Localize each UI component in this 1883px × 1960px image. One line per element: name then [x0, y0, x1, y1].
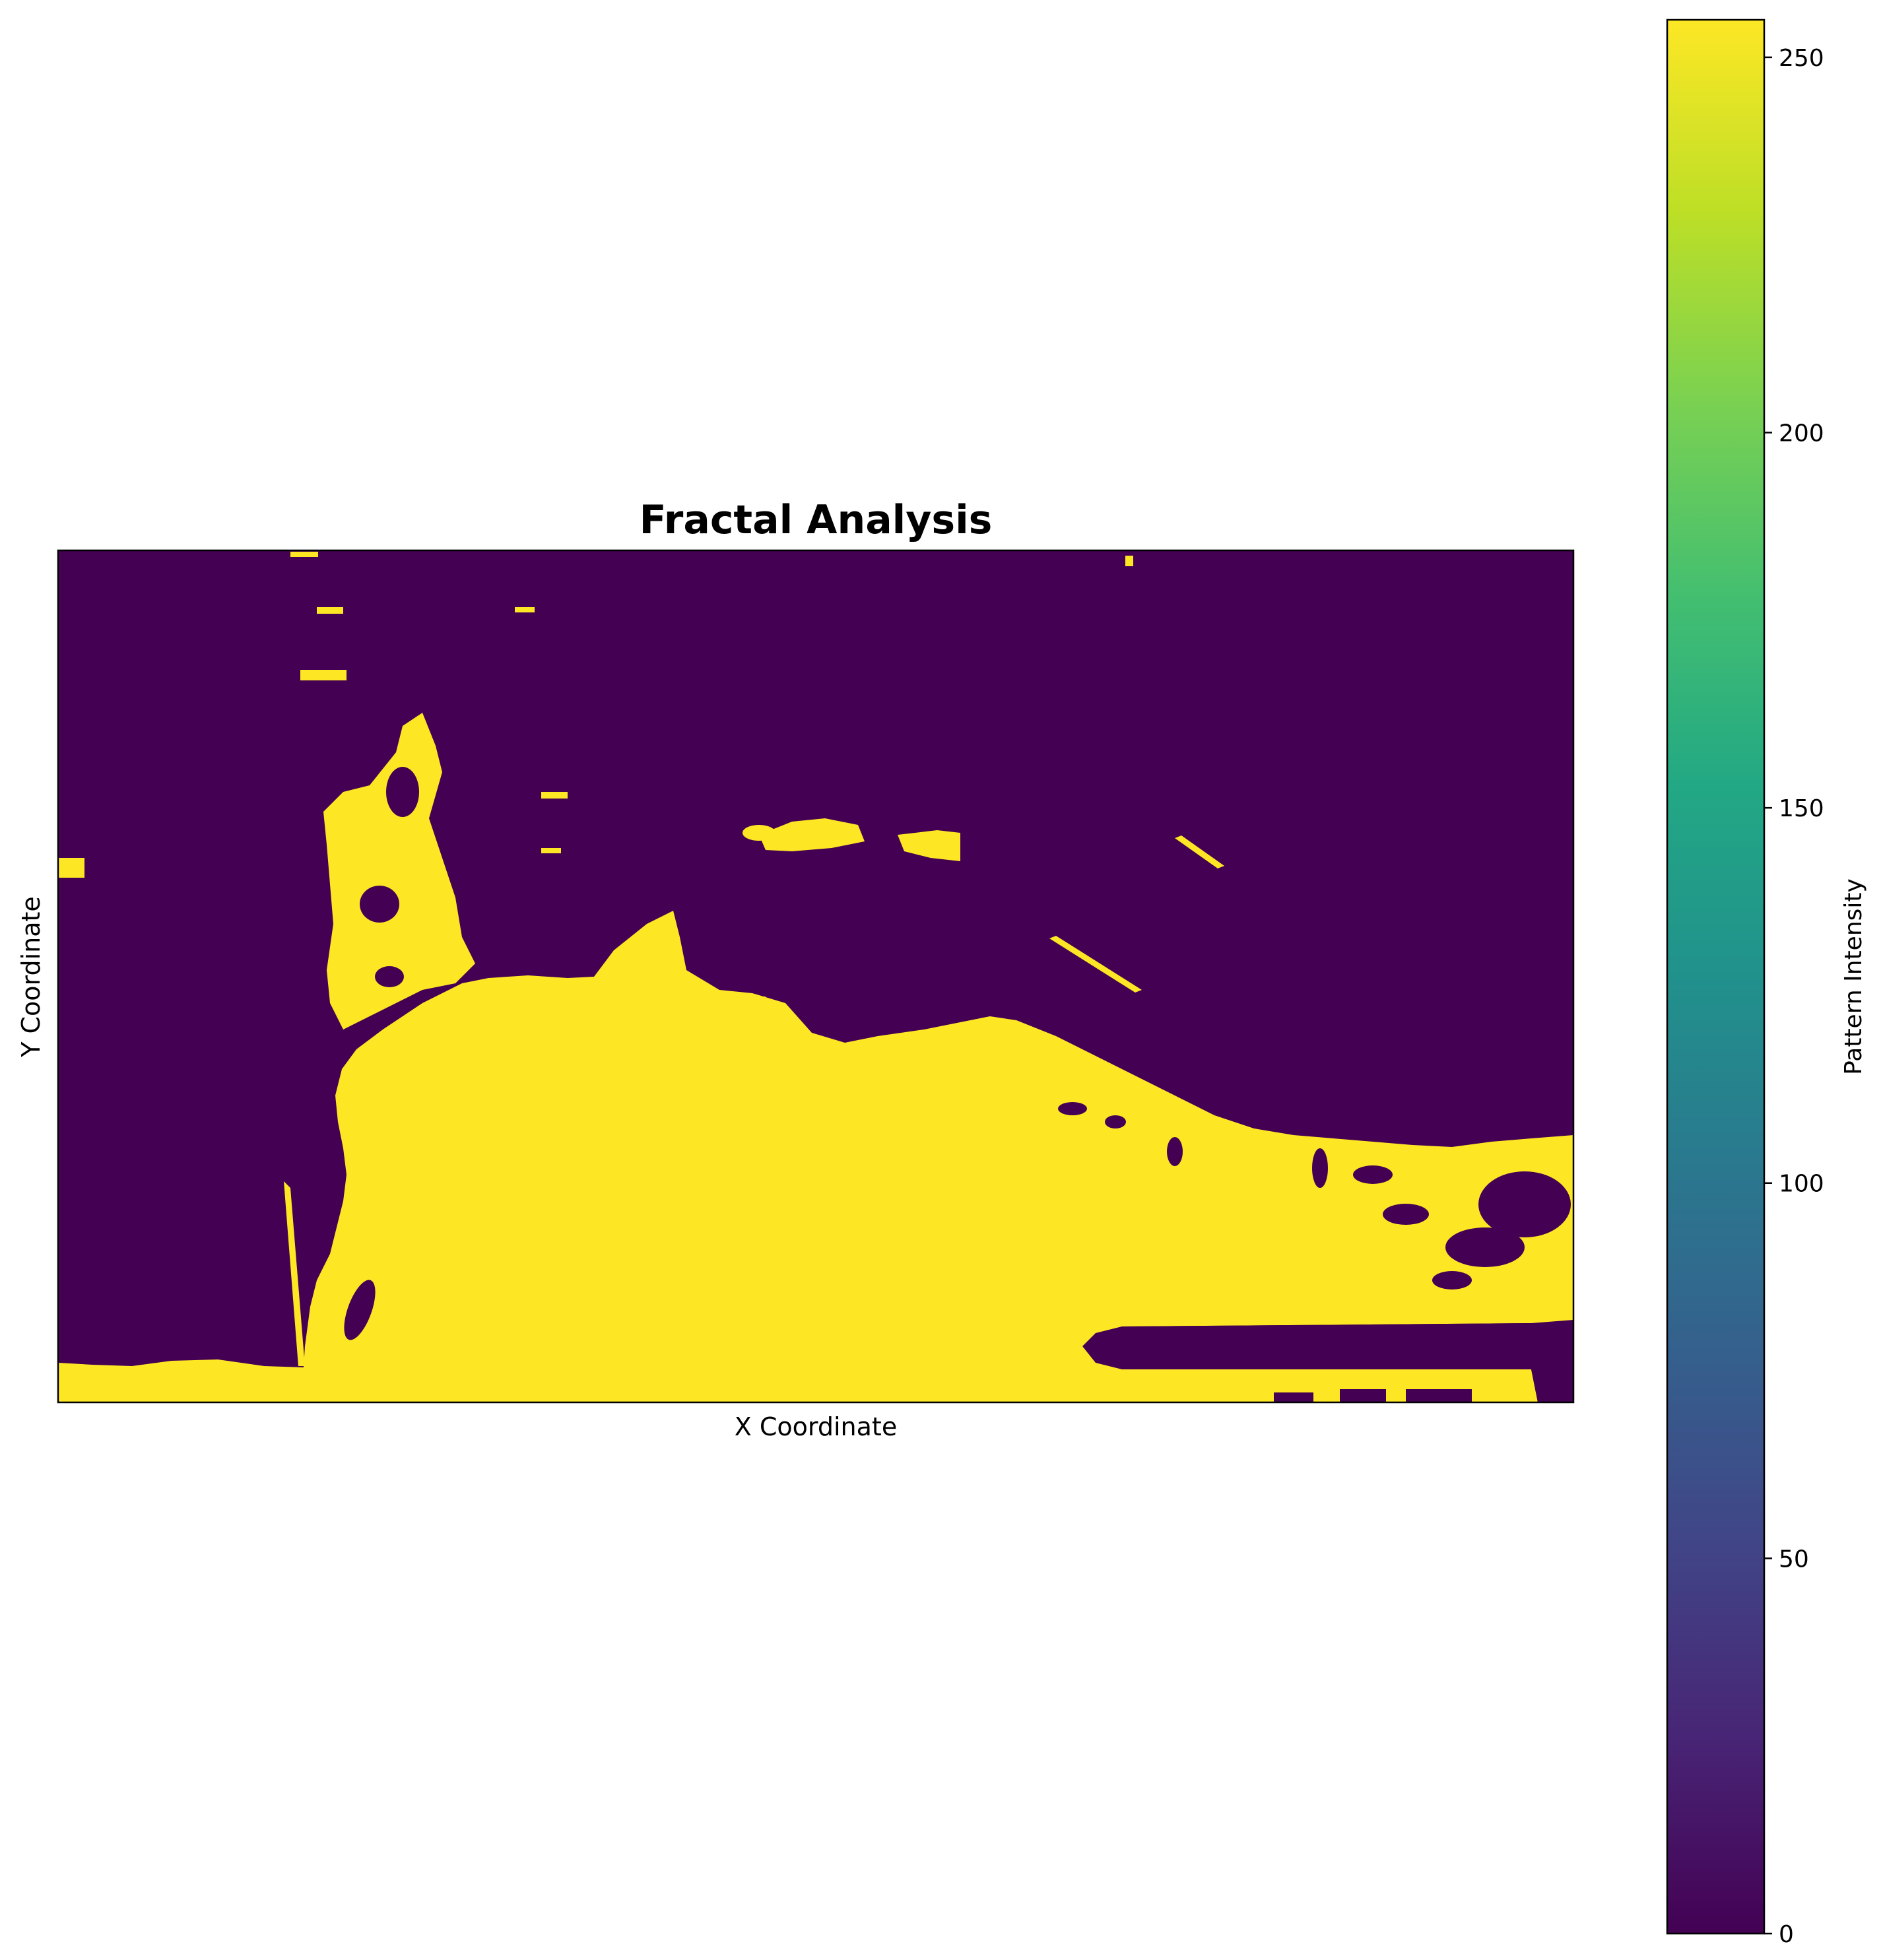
colorbar-tick-label: 0 — [1779, 1921, 1794, 1948]
hole — [1058, 1102, 1087, 1115]
fleck — [515, 607, 535, 612]
hole — [1406, 1389, 1472, 1402]
fleck — [541, 792, 568, 799]
fleck — [746, 996, 766, 1003]
hole — [1105, 1115, 1126, 1128]
fleck — [541, 848, 561, 853]
colorbar-tick-label: 150 — [1779, 795, 1824, 822]
hole — [1478, 1171, 1571, 1237]
heatmap — [58, 550, 1573, 1402]
hole — [1432, 1271, 1472, 1290]
hole — [1445, 1227, 1525, 1267]
region-spike — [284, 1181, 305, 1366]
hole-bottom-right — [1531, 1369, 1573, 1402]
region-main-mass — [58, 911, 1573, 1402]
hole-bottom-bar — [1089, 1323, 1538, 1369]
hole — [1213, 1077, 1229, 1088]
region-streak-a — [1049, 936, 1142, 993]
colorbar-gradient — [1666, 18, 1766, 1935]
hole — [1353, 1165, 1393, 1184]
chart-title: Fractal Analysis — [640, 497, 993, 543]
colorbar-tick-label: 100 — [1779, 1171, 1824, 1198]
y-axis-label: Y Coordinate — [17, 896, 46, 1058]
fleck — [317, 607, 343, 614]
fleck — [743, 825, 776, 841]
region-cloud-right — [898, 830, 960, 861]
hole — [344, 1280, 376, 1340]
fleck — [290, 552, 318, 557]
colorbar-ticks: 0 50 100 150 200 250 — [1764, 45, 1824, 1948]
hole — [1383, 1204, 1429, 1225]
colorbar-label: Pattern Intensity — [1840, 878, 1867, 1075]
low-intensity-holes — [344, 767, 1573, 1402]
hole — [1274, 1392, 1313, 1402]
high-intensity-regions — [58, 552, 1573, 1402]
region-cloud-center — [759, 818, 865, 851]
fleck — [300, 670, 347, 680]
colorbar-tick-label: 250 — [1779, 45, 1824, 72]
hole — [1167, 1137, 1183, 1166]
hole — [375, 966, 404, 987]
colorbar-tick-label: 200 — [1779, 420, 1824, 447]
x-axis-label: X Coordinate — [735, 1412, 897, 1441]
colorbar-tick-label: 50 — [1779, 1546, 1809, 1573]
plot-frame — [57, 549, 1575, 1404]
region-swirl-left — [323, 713, 475, 1029]
region-streak-b — [1175, 835, 1224, 868]
hole — [1312, 1148, 1328, 1188]
hole — [386, 767, 419, 817]
fleck — [1125, 556, 1133, 566]
hole — [1340, 1389, 1386, 1402]
hole — [360, 886, 399, 923]
colorbar: 0 50 100 150 200 250 Pattern Intensity — [1666, 18, 1867, 1948]
fleck — [58, 858, 84, 878]
